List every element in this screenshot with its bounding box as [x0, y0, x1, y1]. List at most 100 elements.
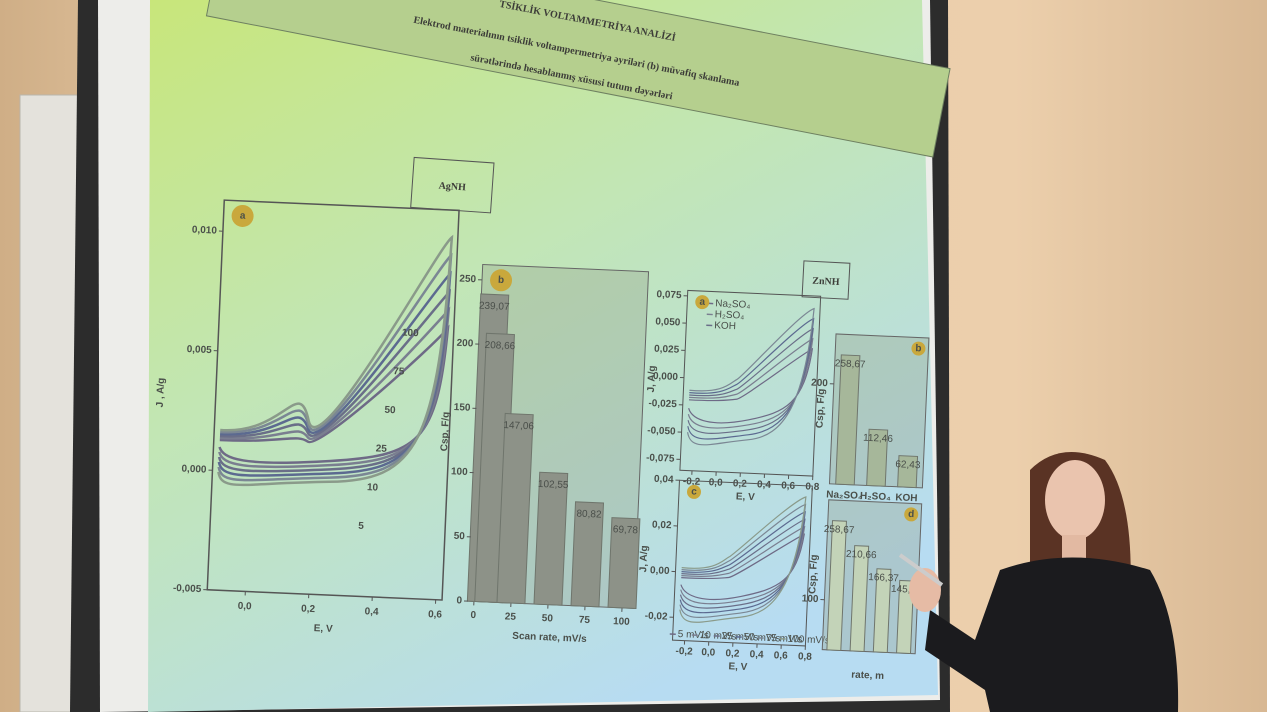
- y-tick-label: 200: [456, 338, 474, 350]
- legend-entry: Na₂SO₄: [715, 298, 751, 311]
- y-tick-label: 100: [802, 593, 820, 605]
- bar: [897, 455, 919, 489]
- curve-label: 10: [367, 482, 379, 493]
- panel-letter: b: [915, 343, 922, 354]
- value-label: 208,66: [484, 340, 515, 352]
- panel-badge: [904, 507, 919, 522]
- x-tick-label: H₂SO₄: [860, 491, 892, 503]
- curve-label: 25: [375, 443, 387, 454]
- curve-label: 75: [393, 366, 405, 377]
- value-label: 258,67: [824, 524, 855, 536]
- bar: [866, 428, 889, 487]
- x-axis-label: E, V: [728, 661, 748, 673]
- y-axis-label: Csp, F/g: [807, 554, 820, 594]
- bar: [826, 520, 847, 651]
- legend-entry: 100 mV/s: [787, 634, 830, 647]
- slide: [148, 0, 938, 712]
- legend-entry: H₂SO₄: [714, 309, 744, 321]
- value-label: 69,78: [613, 524, 639, 536]
- x-tick-label: 0,6: [774, 650, 789, 662]
- x-tick-label: 50: [542, 613, 554, 624]
- x-axis-label: E, V: [736, 491, 756, 503]
- panel-badge: [686, 484, 701, 499]
- y-tick-label: -0,050: [647, 425, 676, 437]
- bar: [533, 471, 569, 606]
- plot-area: [671, 479, 813, 647]
- panel-letter: b: [498, 275, 505, 286]
- y-tick-label: -0,025: [648, 398, 677, 410]
- y-tick-label: 0,050: [655, 316, 681, 328]
- y-tick-label: 0,02: [652, 519, 672, 531]
- x-tick-label: 0,4: [757, 479, 772, 491]
- value-label: 239,07: [479, 300, 510, 312]
- y-axis-label: Csp, F/g: [815, 388, 828, 428]
- x-tick-label: 25: [505, 611, 517, 622]
- panel-letter: c: [691, 486, 697, 497]
- x-tick-label: 75: [579, 615, 591, 626]
- panel-badge: [490, 269, 513, 292]
- y-tick-label: 100: [451, 466, 469, 478]
- y-axis-label: Csp, F/g: [439, 412, 452, 452]
- cv-curve: [680, 525, 806, 605]
- curve-label: 100: [402, 327, 420, 339]
- bar: [496, 412, 534, 605]
- x-tick-label: 0,6: [781, 480, 796, 492]
- sample-name: ZnNH: [812, 276, 840, 288]
- value-label: 147,06: [503, 420, 534, 432]
- x-tick-label: 0,0: [701, 647, 716, 659]
- x-tick-label: KOH: [895, 492, 918, 504]
- value-label: 62,43: [895, 459, 921, 471]
- presenter: [898, 452, 1179, 712]
- curve-label: 5: [358, 521, 364, 532]
- cv-curve: [687, 337, 814, 429]
- legend-entry: KOH: [714, 320, 736, 332]
- x-tick-label: 0,2: [733, 478, 748, 490]
- x-tick-label: 0,0: [237, 601, 252, 613]
- cv-curve: [687, 327, 814, 434]
- y-tick-label: 0,04: [654, 474, 674, 486]
- y-tick-label: 0,010: [192, 225, 218, 237]
- value-label: 112,46: [863, 433, 894, 445]
- bar: [607, 517, 641, 610]
- y-tick-label: -0,075: [646, 453, 675, 465]
- x-tick-label: 0,8: [798, 651, 813, 663]
- title-box: [205, 0, 951, 158]
- y-tick-label: 50: [453, 531, 465, 542]
- panel-badge: [911, 341, 926, 356]
- jacket: [925, 557, 1179, 712]
- x-axis-label: Scan rate, mV/s: [512, 631, 587, 645]
- sample-name: AgNH: [438, 181, 466, 194]
- x-tick-label: 0,4: [749, 649, 764, 661]
- y-tick-label: 0: [456, 595, 462, 606]
- y-tick-label: 0,005: [186, 344, 212, 356]
- panel-letter: a: [699, 297, 705, 308]
- charts: 0,0 0,2 0,4 0,6100755025105-0,0050,0000,005…: [155, 199, 930, 682]
- x-tick-label: 0,0: [708, 477, 723, 489]
- value-label: 210,66: [846, 549, 877, 561]
- x-axis-label: E, V: [313, 623, 333, 635]
- sample-label: ZnNH: [801, 260, 851, 300]
- panel-letter: a: [240, 210, 246, 221]
- value-label: 80,82: [576, 508, 602, 520]
- cv-curve: [679, 503, 807, 618]
- x-tick-label: 0,6: [428, 609, 443, 621]
- y-tick-label: 0,000: [181, 464, 207, 476]
- x-tick-label: 0,2: [301, 604, 316, 616]
- bar: [849, 545, 870, 653]
- y-axis-label: J, A/g: [638, 545, 650, 572]
- x-tick-label: -0,2: [675, 646, 693, 658]
- plot-area: [679, 289, 822, 477]
- title-group: TSİKLİK VOLTAMMETRİYA ANALİZİ Elektrod m…: [205, 0, 951, 158]
- y-tick-label: 0,025: [654, 344, 680, 356]
- y-axis-label: J, A/g: [646, 365, 658, 392]
- plot-area: [206, 199, 460, 601]
- y-axis-label: J , A/g: [155, 378, 167, 408]
- bar: [872, 568, 892, 654]
- cv-curve: [679, 496, 807, 623]
- face: [1045, 460, 1105, 540]
- cv-curve: [217, 234, 454, 487]
- x-tick-label: 0: [470, 610, 476, 621]
- whiteboard-edge: [19, 94, 81, 712]
- pointer: [898, 553, 944, 587]
